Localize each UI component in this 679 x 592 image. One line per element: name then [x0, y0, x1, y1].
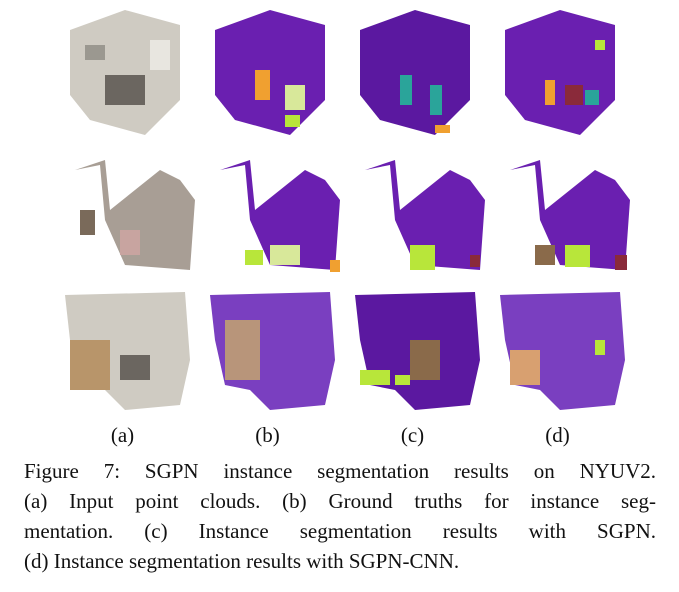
column-label-b: (b): [255, 423, 280, 447]
row3-input-point-cloud: [50, 280, 195, 420]
row2-ground-truth: [195, 140, 340, 280]
row1-sgpn-result: [340, 0, 485, 140]
row3-sgpn-result: [340, 280, 485, 420]
row3-ground-truth: [195, 280, 340, 420]
row2-sgpn-result: [340, 140, 485, 280]
column-label-a: (a): [110, 423, 135, 447]
caption-line-3: mentation. (c) Instance segmentation res…: [24, 519, 656, 543]
row2-sgpn-cnn-result: [485, 140, 630, 280]
row1-sgpn-cnn-result: [485, 0, 630, 140]
column-label-c: (c): [400, 423, 425, 447]
column-label-d: (d): [545, 423, 570, 447]
caption-line-1: Figure 7: SGPN instance segmentation res…: [24, 459, 656, 483]
row1-ground-truth: [195, 0, 340, 140]
caption-line-2: (a) Input point clouds. (b) Ground truth…: [24, 489, 656, 513]
row1-input-point-cloud: [50, 0, 195, 140]
caption-line-4: (d) Instance segmentation results with S…: [24, 549, 460, 573]
figure-grid: [50, 0, 630, 420]
figure-caption: Figure 7: SGPN instance segmentation res…: [24, 456, 656, 576]
row3-sgpn-cnn-result: [485, 280, 630, 420]
row2-input-point-cloud: [50, 140, 195, 280]
